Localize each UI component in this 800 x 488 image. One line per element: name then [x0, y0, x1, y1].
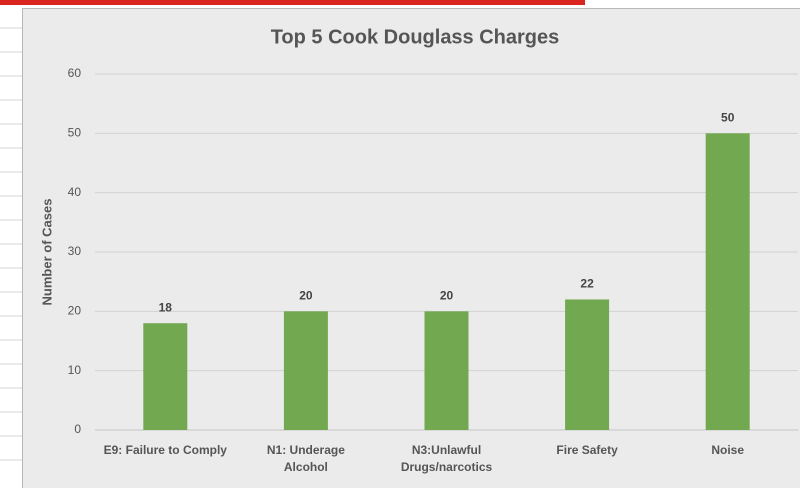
x-tick-label: N3:Unlawful Drugs/narcotics	[400, 443, 493, 474]
chart-area	[22, 8, 800, 488]
x-tick-label: N1: Underage Alcohol	[266, 443, 345, 474]
y-tick-label: 20	[68, 304, 82, 318]
bar	[705, 133, 750, 431]
sheet-highlight	[0, 0, 585, 5]
data-label: 20	[440, 289, 454, 303]
y-tick-label: 50	[68, 126, 82, 140]
y-tick-label: 60	[68, 66, 82, 80]
data-label: 18	[159, 300, 173, 314]
bar	[424, 311, 469, 430]
y-tick-label: 30	[68, 244, 82, 258]
data-label: 20	[299, 289, 313, 303]
data-label: 22	[580, 277, 594, 291]
y-tick-label: 0	[74, 422, 81, 436]
data-label: 50	[721, 111, 735, 125]
bar	[283, 311, 328, 430]
bar	[143, 323, 188, 430]
bar	[565, 299, 610, 430]
y-tick-label: 10	[68, 363, 82, 377]
x-tick-label: Fire Safety	[556, 443, 618, 457]
y-axis-label: Number of Cases	[39, 199, 54, 306]
y-tick-label: 40	[68, 185, 82, 199]
chart-title: Top 5 Cook Douglass Charges	[271, 26, 560, 48]
x-tick-label: Noise	[711, 443, 745, 457]
sheet-grid	[0, 27, 22, 461]
x-tick-label: E9: Failure to Comply	[103, 443, 227, 457]
